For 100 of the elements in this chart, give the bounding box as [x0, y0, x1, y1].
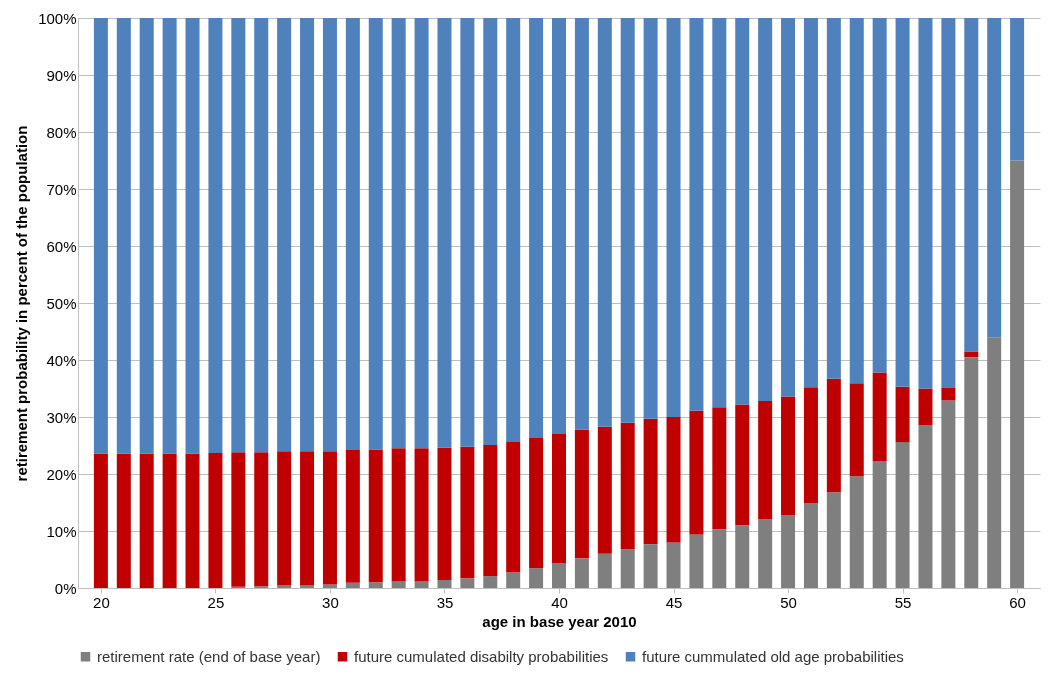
bar	[185, 453, 200, 588]
bar	[643, 18, 658, 419]
bar	[941, 18, 956, 388]
x-tick-label: 50	[780, 593, 797, 611]
bar	[803, 387, 818, 504]
bar	[941, 387, 956, 401]
bar	[666, 542, 681, 588]
y-tick-label: 60%	[46, 237, 77, 255]
bar	[414, 581, 429, 588]
bar	[414, 448, 429, 582]
bar	[322, 451, 337, 585]
bar	[712, 407, 727, 530]
bar	[712, 18, 727, 408]
bar	[735, 404, 750, 526]
bar	[758, 18, 773, 402]
bar	[781, 396, 796, 516]
bar	[300, 585, 315, 588]
y-tick-label: 50%	[46, 294, 77, 312]
bar	[483, 18, 498, 445]
bar	[93, 18, 108, 454]
x-tick-label: 55	[894, 593, 912, 611]
bar	[1010, 18, 1025, 161]
bar	[483, 444, 498, 577]
bar	[116, 18, 131, 454]
bar	[414, 18, 429, 449]
bar	[529, 568, 544, 588]
bar	[803, 18, 818, 388]
x-tick-label: 45	[665, 593, 683, 611]
bar	[918, 424, 933, 588]
bar	[139, 18, 154, 454]
bar	[506, 572, 521, 588]
bar	[391, 581, 406, 588]
y-tick-label: 40%	[46, 351, 77, 369]
bar	[460, 446, 475, 579]
bar	[506, 18, 521, 443]
x-axis-title: age in base year 2010	[482, 612, 637, 630]
bar	[208, 452, 223, 588]
bar	[849, 383, 864, 477]
bar	[368, 18, 383, 450]
y-tick-label: 70%	[46, 180, 77, 198]
bar	[964, 357, 979, 588]
bar	[437, 580, 452, 588]
y-tick-label: 30%	[46, 408, 77, 426]
bar	[345, 18, 360, 451]
bar	[1010, 160, 1025, 588]
bar	[826, 18, 841, 379]
legend-label: future cumulated disabilty probabilities	[354, 647, 609, 665]
bar	[964, 18, 979, 352]
y-tick-label: 80%	[46, 123, 77, 141]
bar	[620, 549, 635, 588]
bar	[460, 18, 475, 447]
bar	[918, 18, 933, 389]
bar	[781, 515, 796, 588]
bar	[758, 519, 773, 588]
bar	[185, 18, 200, 454]
bar	[529, 18, 544, 439]
bar	[666, 417, 681, 543]
bar	[643, 418, 658, 545]
bar	[391, 448, 406, 582]
y-tick-label: 20%	[46, 465, 77, 483]
bar	[987, 18, 1002, 338]
bar	[597, 426, 612, 554]
bar	[277, 451, 292, 586]
x-tick-label: 25	[207, 593, 225, 611]
bar	[208, 18, 223, 453]
y-tick-label: 100%	[38, 9, 77, 27]
bar	[758, 401, 773, 520]
bar	[735, 525, 750, 588]
bar	[735, 18, 750, 405]
bar	[987, 337, 1002, 588]
bar	[162, 453, 177, 588]
bar	[689, 410, 704, 535]
bar	[345, 582, 360, 588]
y-axis-title: retirement probability in percent of the population	[13, 125, 31, 482]
bar	[368, 582, 383, 588]
bar	[872, 18, 887, 373]
x-tick-label: 60	[1009, 593, 1026, 611]
bar	[803, 503, 818, 588]
bar	[552, 562, 566, 588]
bar	[712, 529, 727, 588]
bar	[597, 18, 612, 427]
bar	[666, 18, 681, 417]
y-tick-label: 90%	[46, 66, 77, 84]
bar	[895, 442, 910, 588]
bar	[437, 447, 452, 581]
x-tick-label: 40	[551, 593, 568, 611]
bar	[162, 18, 177, 454]
bar	[574, 429, 589, 559]
bar	[620, 18, 635, 423]
bar	[437, 18, 452, 448]
bar	[345, 450, 360, 583]
bar	[93, 453, 108, 588]
bar	[895, 386, 910, 443]
bar	[964, 351, 979, 358]
bar	[872, 460, 887, 588]
bar	[231, 18, 246, 453]
bar	[918, 388, 933, 425]
bar	[460, 578, 475, 588]
bar	[849, 18, 864, 384]
bar	[826, 378, 841, 493]
